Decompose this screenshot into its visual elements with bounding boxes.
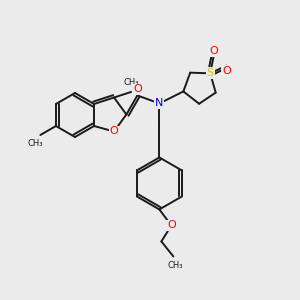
Text: O: O (110, 127, 118, 136)
Text: O: O (222, 66, 231, 76)
Text: CH₃: CH₃ (123, 78, 139, 87)
Text: O: O (133, 84, 142, 94)
Text: CH₃: CH₃ (28, 139, 43, 148)
Text: O: O (209, 46, 218, 56)
Text: O: O (167, 220, 176, 230)
Text: N: N (155, 98, 164, 108)
Text: S: S (207, 68, 214, 78)
Text: CH₃: CH₃ (168, 261, 183, 270)
